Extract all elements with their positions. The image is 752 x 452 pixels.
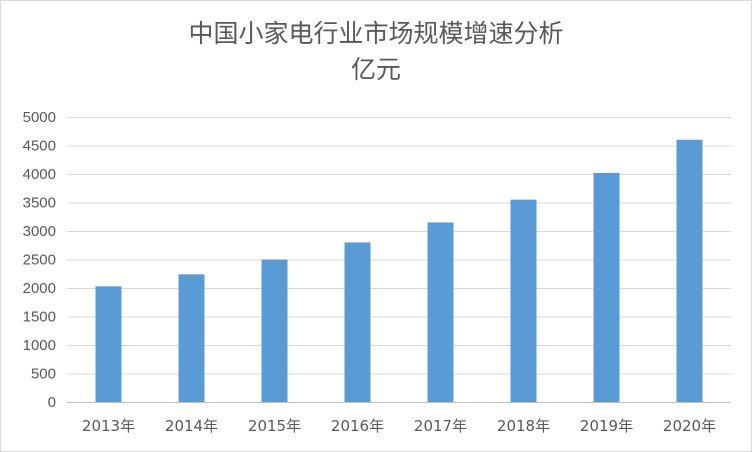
chart-subtitle: 亿元 bbox=[350, 55, 401, 84]
x-tick-label: 2016年 bbox=[331, 417, 384, 435]
bar bbox=[178, 274, 205, 402]
bar bbox=[676, 139, 703, 403]
bar bbox=[344, 242, 371, 402]
bar bbox=[427, 222, 454, 402]
bar bbox=[593, 172, 620, 402]
y-tick-label: 0 bbox=[48, 394, 56, 411]
x-tick-label: 2014年 bbox=[165, 417, 218, 435]
y-tick-label: 5000 bbox=[23, 109, 56, 126]
x-tick-label: 2018年 bbox=[497, 417, 550, 435]
x-tick-label: 2017年 bbox=[414, 417, 467, 435]
y-tick-label: 1000 bbox=[23, 337, 56, 354]
bar bbox=[95, 286, 122, 402]
x-tick-label: 2019年 bbox=[580, 417, 633, 435]
y-tick-label: 4500 bbox=[23, 138, 56, 155]
x-tick-label: 2020年 bbox=[663, 417, 716, 435]
y-tick-label: 500 bbox=[31, 366, 56, 383]
chart-title: 中国小家电行业市场规模增速分析 bbox=[188, 19, 564, 48]
y-tick-label: 1500 bbox=[23, 309, 56, 326]
bar bbox=[510, 199, 537, 402]
x-tick-label: 2013年 bbox=[82, 417, 135, 435]
y-tick-label: 3500 bbox=[23, 195, 56, 212]
y-tick-label: 2500 bbox=[23, 252, 56, 269]
x-tick-label: 2015年 bbox=[248, 417, 301, 435]
y-tick-label: 4000 bbox=[23, 166, 56, 183]
y-tick-label: 3000 bbox=[23, 223, 56, 240]
bar bbox=[261, 259, 288, 402]
y-tick-label: 2000 bbox=[23, 280, 56, 297]
